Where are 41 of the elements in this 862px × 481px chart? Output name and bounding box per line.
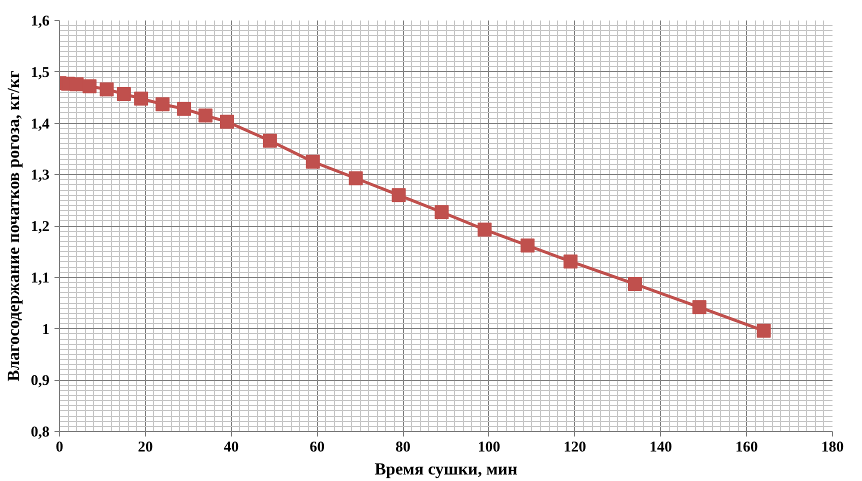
point	[434, 205, 449, 220]
point	[134, 92, 148, 106]
point	[392, 188, 406, 202]
point	[520, 238, 535, 253]
x-tick-label: 20	[138, 440, 153, 456]
point	[82, 79, 97, 94]
x-tick-label: 0	[56, 440, 64, 456]
y-axis-title: Влагосодержание початков рогоза, кг/кг	[4, 70, 23, 382]
x-tick-label: 60	[310, 440, 325, 456]
y-tick-label: 1,2	[30, 219, 50, 235]
point	[262, 134, 277, 148]
point	[306, 154, 320, 169]
point	[628, 277, 642, 292]
point	[100, 82, 114, 96]
point	[70, 77, 84, 92]
y-tick-label: 1,5	[30, 64, 50, 81]
point	[116, 86, 131, 101]
point	[220, 114, 234, 129]
point	[156, 97, 170, 112]
x-tick-label: 160	[735, 440, 758, 456]
point	[692, 300, 706, 314]
point	[177, 102, 192, 116]
y-tick-label: 0,8	[30, 424, 50, 440]
y-tick-label: 1,1	[30, 270, 50, 286]
x-axis-title: Время сушки, мин	[374, 460, 518, 478]
x-tick-label: 100	[478, 440, 500, 456]
point	[478, 222, 492, 237]
y-tick-label: 1,6	[30, 14, 50, 30]
point	[564, 254, 578, 268]
y-tick-label: 1	[42, 322, 50, 338]
x-tick-label: 80	[396, 440, 411, 456]
y-tick-label: 0,9	[30, 373, 50, 390]
point	[348, 171, 363, 186]
y-tick-label: 1,4	[30, 116, 50, 132]
x-tick-label: 120	[564, 440, 586, 456]
point	[756, 324, 771, 338]
y-tick-label: 1,3	[30, 168, 50, 184]
x-tick-label: 140	[649, 440, 672, 456]
point	[198, 108, 213, 123]
x-tick-label: 40	[224, 440, 239, 456]
x-tick-label: 180	[821, 440, 844, 456]
